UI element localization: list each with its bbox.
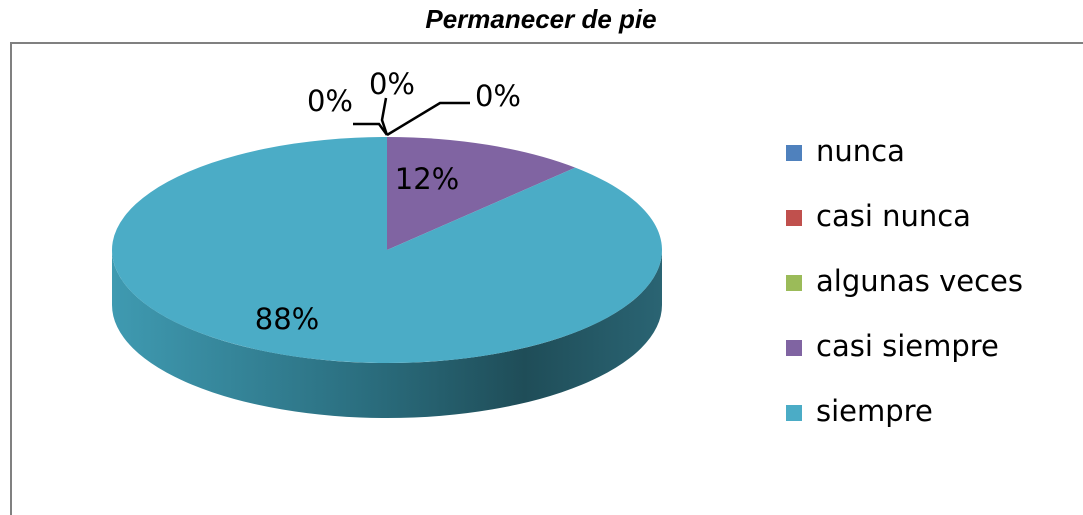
leader-line xyxy=(380,97,389,136)
legend-label: algunas veces xyxy=(816,264,1023,298)
data-label: 88% xyxy=(255,302,319,336)
legend-swatch xyxy=(786,405,802,421)
legend-swatch xyxy=(786,275,802,291)
chart-frame xyxy=(10,42,1083,515)
data-label: 0% xyxy=(475,79,521,113)
pie-slice xyxy=(387,137,576,250)
legend-swatch xyxy=(786,145,802,161)
legend-label: siempre xyxy=(816,394,933,428)
legend-label: casi nunca xyxy=(816,199,971,233)
leader-line xyxy=(353,122,389,136)
leader-line xyxy=(386,101,470,137)
legend-swatch xyxy=(786,210,802,226)
pie-side xyxy=(112,250,662,418)
data-label: 12% xyxy=(395,162,459,196)
legend-label: casi siempre xyxy=(816,329,999,363)
chart-title: Permanecer de pie xyxy=(425,4,656,34)
data-label: 0% xyxy=(369,67,415,101)
legend-swatch xyxy=(786,340,802,356)
pie-slice xyxy=(111,137,662,364)
data-label: 0% xyxy=(307,84,353,118)
legend-label: nunca xyxy=(816,134,905,168)
